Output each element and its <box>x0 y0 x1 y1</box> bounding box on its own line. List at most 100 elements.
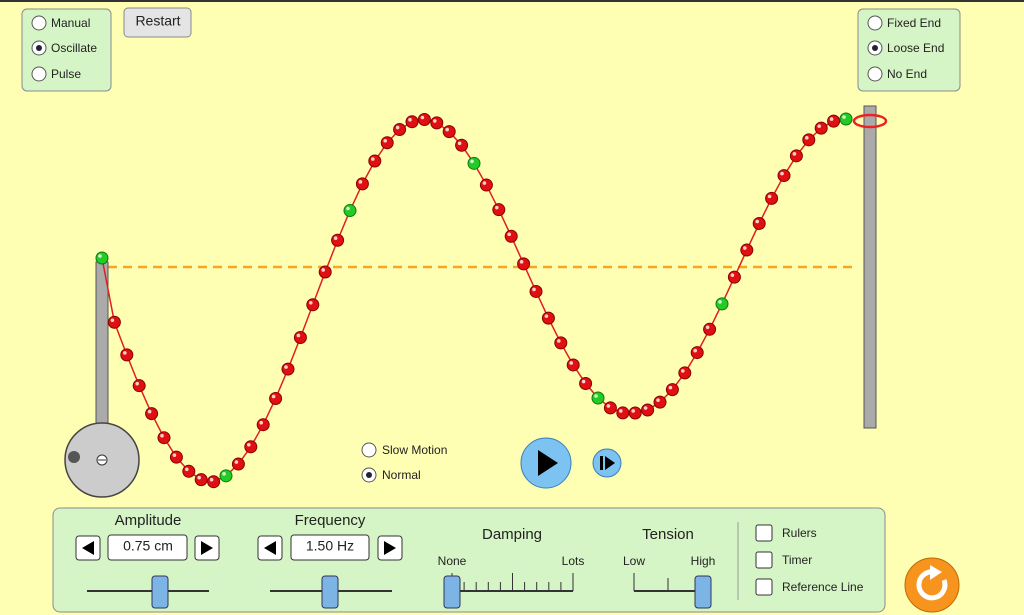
bead-shine <box>234 460 239 464</box>
bead-shine <box>606 404 611 408</box>
wheel-pin <box>68 451 80 463</box>
bead <box>219 469 233 483</box>
bead <box>715 297 729 311</box>
right-post <box>863 105 877 429</box>
bead <box>504 229 518 243</box>
bead <box>727 270 741 284</box>
value-box <box>107 534 188 561</box>
radio-label[interactable]: Manual <box>51 16 90 30</box>
bead <box>269 391 283 405</box>
checkbox-label[interactable]: Reference Line <box>782 580 864 594</box>
bead <box>306 298 320 312</box>
tension-min: Low <box>623 554 645 568</box>
bead <box>827 114 841 128</box>
slider-thumb[interactable] <box>694 575 712 609</box>
bead <box>616 406 630 420</box>
bead-shine <box>309 300 313 305</box>
radio[interactable] <box>361 442 377 458</box>
bead <box>417 113 431 127</box>
bead <box>690 346 704 360</box>
bead-shine <box>470 159 474 164</box>
slider-thumb[interactable] <box>321 575 339 609</box>
bead <box>740 243 754 257</box>
bead-shine <box>681 369 685 373</box>
bead-shine <box>433 119 437 123</box>
radio-label[interactable]: No End <box>887 67 927 81</box>
bead-shine <box>358 180 363 184</box>
bead <box>765 191 779 205</box>
bead-shine <box>321 268 326 272</box>
bead <box>529 284 543 298</box>
radio-label[interactable]: Loose End <box>887 41 944 55</box>
radio-dot <box>872 45 878 51</box>
end-panel <box>857 8 961 92</box>
bead-shine <box>259 420 264 425</box>
bead <box>814 121 828 135</box>
bead <box>591 391 605 405</box>
bead <box>678 366 692 380</box>
bead <box>492 203 506 217</box>
bead-shine <box>284 365 288 369</box>
bead-shine <box>495 205 499 210</box>
mode-radio[interactable]: Manual Oscillate Pulse <box>31 15 97 82</box>
bead <box>343 204 357 218</box>
bead <box>566 358 580 372</box>
bead-shine <box>420 115 425 120</box>
radio-label[interactable]: Oscillate <box>51 41 97 55</box>
bead-shine <box>123 351 127 355</box>
bead-shine <box>296 333 301 338</box>
radio[interactable] <box>867 66 883 82</box>
loose-ring <box>852 113 888 129</box>
bead <box>641 403 655 417</box>
bead-shine <box>532 287 536 292</box>
bead-shine <box>110 318 115 323</box>
left-post <box>95 261 109 433</box>
radio[interactable] <box>867 15 883 31</box>
radio-label[interactable]: Fixed End <box>887 16 941 30</box>
reset-arrow <box>930 565 942 580</box>
checkbox[interactable] <box>755 578 773 596</box>
restart-label[interactable]: Restart <box>135 13 180 29</box>
bead <box>231 457 245 471</box>
slider-thumb[interactable] <box>443 575 461 609</box>
checkbox-label[interactable]: Rulers <box>782 526 817 540</box>
bead <box>368 154 382 168</box>
bead <box>603 401 617 415</box>
bead <box>802 133 816 147</box>
radio[interactable] <box>31 66 47 82</box>
restart-button[interactable] <box>123 7 192 38</box>
bead-shine <box>619 409 623 413</box>
bead <box>653 395 667 409</box>
bead <box>405 115 419 129</box>
bead <box>703 322 717 336</box>
bead <box>256 418 270 432</box>
tension-label: Tension <box>642 526 694 543</box>
bead-shine <box>718 300 722 304</box>
radio[interactable] <box>31 15 47 31</box>
bead-shine <box>569 361 573 365</box>
bead-shine <box>767 194 772 199</box>
bead-shine <box>160 433 164 438</box>
step-icon-bar <box>600 456 603 470</box>
bead <box>393 123 407 137</box>
slider-thumb[interactable] <box>151 575 169 609</box>
amplitude-value: 0.75 cm <box>123 538 173 554</box>
bead-shine <box>395 125 400 130</box>
radio-dot <box>366 472 372 478</box>
bead-shine <box>730 273 735 277</box>
checkbox[interactable] <box>755 524 773 542</box>
radio-label[interactable]: Pulse <box>51 67 81 81</box>
bead-shine <box>792 152 797 156</box>
bead-shine <box>544 314 549 318</box>
bead-shine <box>668 385 673 390</box>
checkbox-label[interactable]: Timer <box>782 553 812 567</box>
radio-label[interactable]: Slow Motion <box>382 443 447 457</box>
bead <box>107 315 121 329</box>
bead <box>665 383 679 397</box>
checkbox[interactable] <box>755 551 773 569</box>
radio-label[interactable]: Normal <box>382 468 421 482</box>
damping-max: Lots <box>562 554 585 568</box>
bead-shine <box>743 246 747 250</box>
reset-all-button[interactable] <box>904 557 960 613</box>
